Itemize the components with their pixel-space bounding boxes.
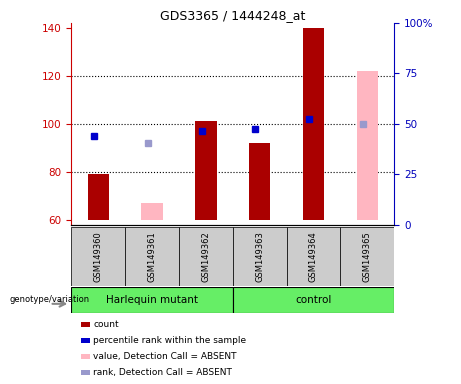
- Bar: [287, 227, 340, 286]
- Text: value, Detection Call = ABSENT: value, Detection Call = ABSENT: [93, 352, 237, 361]
- Text: GSM149363: GSM149363: [255, 231, 264, 282]
- Bar: [179, 227, 233, 286]
- Text: count: count: [93, 320, 119, 329]
- Bar: [88, 174, 109, 220]
- Bar: [303, 28, 324, 220]
- Text: genotype/variation: genotype/variation: [9, 295, 89, 305]
- Bar: [340, 227, 394, 286]
- Bar: [71, 227, 125, 286]
- Bar: [249, 143, 271, 220]
- Text: GSM149362: GSM149362: [201, 231, 210, 282]
- Text: GSM149365: GSM149365: [363, 231, 372, 282]
- Text: percentile rank within the sample: percentile rank within the sample: [93, 336, 247, 345]
- Text: GSM149360: GSM149360: [94, 231, 103, 282]
- Bar: [71, 287, 233, 313]
- Bar: [195, 121, 217, 220]
- Bar: [233, 227, 287, 286]
- Text: rank, Detection Call = ABSENT: rank, Detection Call = ABSENT: [93, 368, 232, 377]
- Text: control: control: [296, 295, 331, 305]
- Bar: [125, 227, 179, 286]
- Bar: [356, 71, 378, 220]
- Bar: [233, 287, 394, 313]
- Text: GSM149364: GSM149364: [309, 231, 318, 282]
- Title: GDS3365 / 1444248_at: GDS3365 / 1444248_at: [160, 9, 306, 22]
- Text: Harlequin mutant: Harlequin mutant: [106, 295, 198, 305]
- Text: GSM149361: GSM149361: [148, 231, 157, 282]
- Bar: [142, 203, 163, 220]
